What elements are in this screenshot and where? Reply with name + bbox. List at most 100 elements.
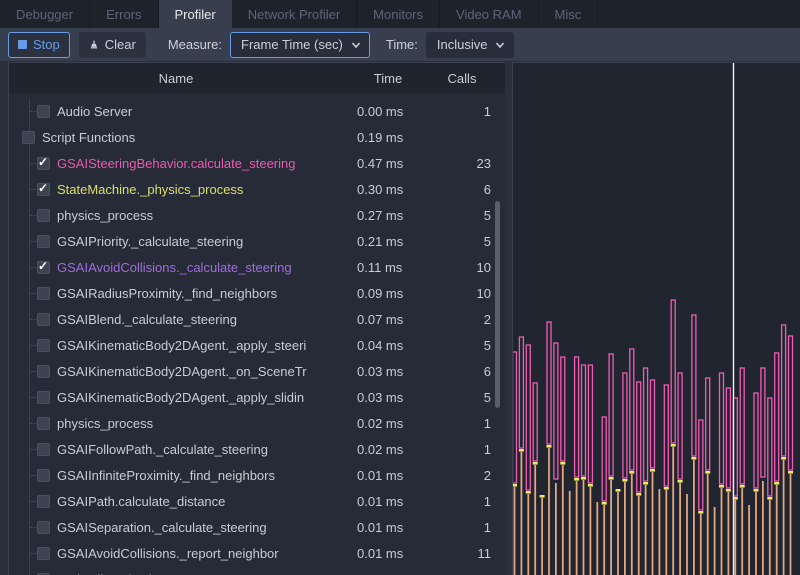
function-name: GSAIAvoidCollisions._report_neighbor <box>57 546 357 561</box>
calls-value: 2 <box>447 572 491 575</box>
table-row[interactable]: Script Functions0.19 ms <box>9 124 505 150</box>
tree-guide-stub <box>29 371 37 372</box>
table-row[interactable]: GSAIBlend._calculate_steering0.07 ms2 <box>9 306 505 332</box>
table-row[interactable]: physics_process0.27 ms5 <box>9 202 505 228</box>
time-value: 0.27 ms <box>357 208 447 223</box>
column-header-time[interactable]: Time <box>343 71 433 86</box>
time-dropdown[interactable]: Inclusive <box>426 32 515 58</box>
function-name: GSAIKinematicBody2DAgent._apply_slidin <box>57 390 357 405</box>
row-checkbox[interactable] <box>37 183 50 196</box>
table-row[interactable]: GSAIPath.calculate_distance0.01 ms1 <box>9 488 505 514</box>
function-name: GSAIAvoidCollisions._calculate_steering <box>57 260 357 275</box>
broom-icon <box>89 40 99 50</box>
row-checkbox[interactable] <box>37 495 50 508</box>
graph-pink-bar <box>547 322 551 444</box>
tree-guide-stub <box>29 553 37 554</box>
tree-guide-stub <box>29 501 37 502</box>
graph-yellow-tick <box>788 471 793 474</box>
table-row[interactable]: GSAIAvoidCollisions._calculate_steering0… <box>9 254 505 280</box>
profiler-frame-graph[interactable] <box>513 63 800 575</box>
graph-yellow-tick <box>602 502 607 505</box>
table-row[interactable]: GSAIFollowPath._calculate_steering0.02 m… <box>9 436 505 462</box>
graph-pink-bar <box>519 337 523 448</box>
table-row[interactable]: GSAIKinematicBody2DAgent._on_SceneTr0.03… <box>9 358 505 384</box>
row-checkbox[interactable] <box>37 235 50 248</box>
graph-pink-bar <box>692 315 696 456</box>
row-checkbox[interactable] <box>37 313 50 326</box>
tree-guide-stub <box>29 215 37 216</box>
bottom-panel-tabbar: DebuggerErrorsProfilerNetwork ProfilerMo… <box>0 0 800 28</box>
graph-yellow-tick <box>533 462 538 465</box>
table-row[interactable]: StateMachine._physics_process0.30 ms6 <box>9 176 505 202</box>
graph-pink-bar <box>761 368 765 477</box>
graph-yellow-tick <box>705 471 710 474</box>
tab-video-ram[interactable]: Video RAM <box>440 0 539 28</box>
table-row[interactable]: GSAIAvoidCollisions._report_neighbor0.01… <box>9 540 505 566</box>
row-checkbox[interactable] <box>37 547 50 560</box>
row-checkbox[interactable] <box>37 417 50 430</box>
row-checkbox[interactable] <box>37 521 50 534</box>
tab-misc[interactable]: Misc <box>539 0 599 28</box>
row-checkbox[interactable] <box>37 469 50 482</box>
stop-button[interactable]: Stop <box>8 32 70 58</box>
tab-profiler[interactable]: Profiler <box>159 0 232 28</box>
row-checkbox[interactable] <box>37 365 50 378</box>
row-checkbox[interactable] <box>37 209 50 222</box>
function-name: Audio Server <box>57 104 357 119</box>
table-row[interactable]: GSAIKinematicBody2DAgent._apply_steeri0.… <box>9 332 505 358</box>
graph-yellow-tick <box>519 449 524 452</box>
row-checkbox[interactable] <box>37 261 50 274</box>
table-row[interactable]: GSAISteeringBehavior.calculate_steering0… <box>9 150 505 176</box>
table-row[interactable]: Audio Server0.00 ms1 <box>9 98 505 124</box>
tab-errors[interactable]: Errors <box>90 0 158 28</box>
row-checkbox[interactable] <box>37 391 50 404</box>
row-checkbox[interactable] <box>22 131 35 144</box>
function-name: StateMachine._physics_process <box>57 182 357 197</box>
graph-pink-bar <box>637 382 641 492</box>
row-checkbox[interactable] <box>37 157 50 170</box>
time-value: 0.11 ms <box>357 260 447 275</box>
table-row[interactable]: GSAIPriority._calculate_steering0.21 ms5 <box>9 228 505 254</box>
table-row[interactable]: GSAIInfiniteProximity._find_neighbors0.0… <box>9 462 505 488</box>
time-value: 0.07 ms <box>357 312 447 327</box>
calls-value: 5 <box>447 208 491 223</box>
graph-yellow-tick <box>574 478 579 481</box>
calls-value: 6 <box>447 182 491 197</box>
row-checkbox[interactable] <box>37 339 50 352</box>
graph-pink-bar <box>726 388 730 488</box>
table-row[interactable]: physics_process0.02 ms1 <box>9 410 505 436</box>
calls-value: 11 <box>447 546 491 561</box>
time-value: 0.01 ms <box>357 520 447 535</box>
graph-yellow-tick <box>691 457 696 460</box>
tree-guide-stub <box>29 189 37 190</box>
graph-yellow-tick <box>754 489 759 492</box>
tab-debugger[interactable]: Debugger <box>0 0 90 28</box>
graph-pink-bar <box>609 354 613 476</box>
table-row[interactable]: Projectile._physics_process0.01 ms2 <box>9 566 505 575</box>
profiler-graph-panel <box>512 62 800 575</box>
profiler-panel: DebuggerErrorsProfilerNetwork ProfilerMo… <box>0 0 800 575</box>
row-checkbox[interactable] <box>37 105 50 118</box>
clear-button[interactable]: Clear <box>79 32 146 58</box>
row-checkbox[interactable] <box>37 287 50 300</box>
time-value: 0.02 ms <box>357 416 447 431</box>
time-value: 0.09 ms <box>357 286 447 301</box>
graph-pink-bar <box>582 365 586 476</box>
time-value: 0.04 ms <box>357 338 447 353</box>
tab-monitors[interactable]: Monitors <box>357 0 440 28</box>
time-value: 0.47 ms <box>357 156 447 171</box>
calls-value: 2 <box>447 468 491 483</box>
row-checkbox[interactable] <box>37 443 50 456</box>
scrollbar-thumb[interactable] <box>495 201 500 408</box>
table-row[interactable]: GSAIRadiusProximity._find_neighbors0.09 … <box>9 280 505 306</box>
measure-dropdown[interactable]: Frame Time (sec) <box>230 32 370 58</box>
column-header-calls[interactable]: Calls <box>433 71 491 86</box>
graph-pink-bar <box>533 383 537 461</box>
table-row[interactable]: GSAIKinematicBody2DAgent._apply_slidin0.… <box>9 384 505 410</box>
table-row[interactable]: GSAISeparation._calculate_steering0.01 m… <box>9 514 505 540</box>
graph-yellow-tick <box>513 484 517 487</box>
graph-pink-bar <box>644 368 648 481</box>
column-header-name[interactable]: Name <box>9 71 343 86</box>
time-value: 0.01 ms <box>357 572 447 575</box>
tab-network-profiler[interactable]: Network Profiler <box>232 0 357 28</box>
